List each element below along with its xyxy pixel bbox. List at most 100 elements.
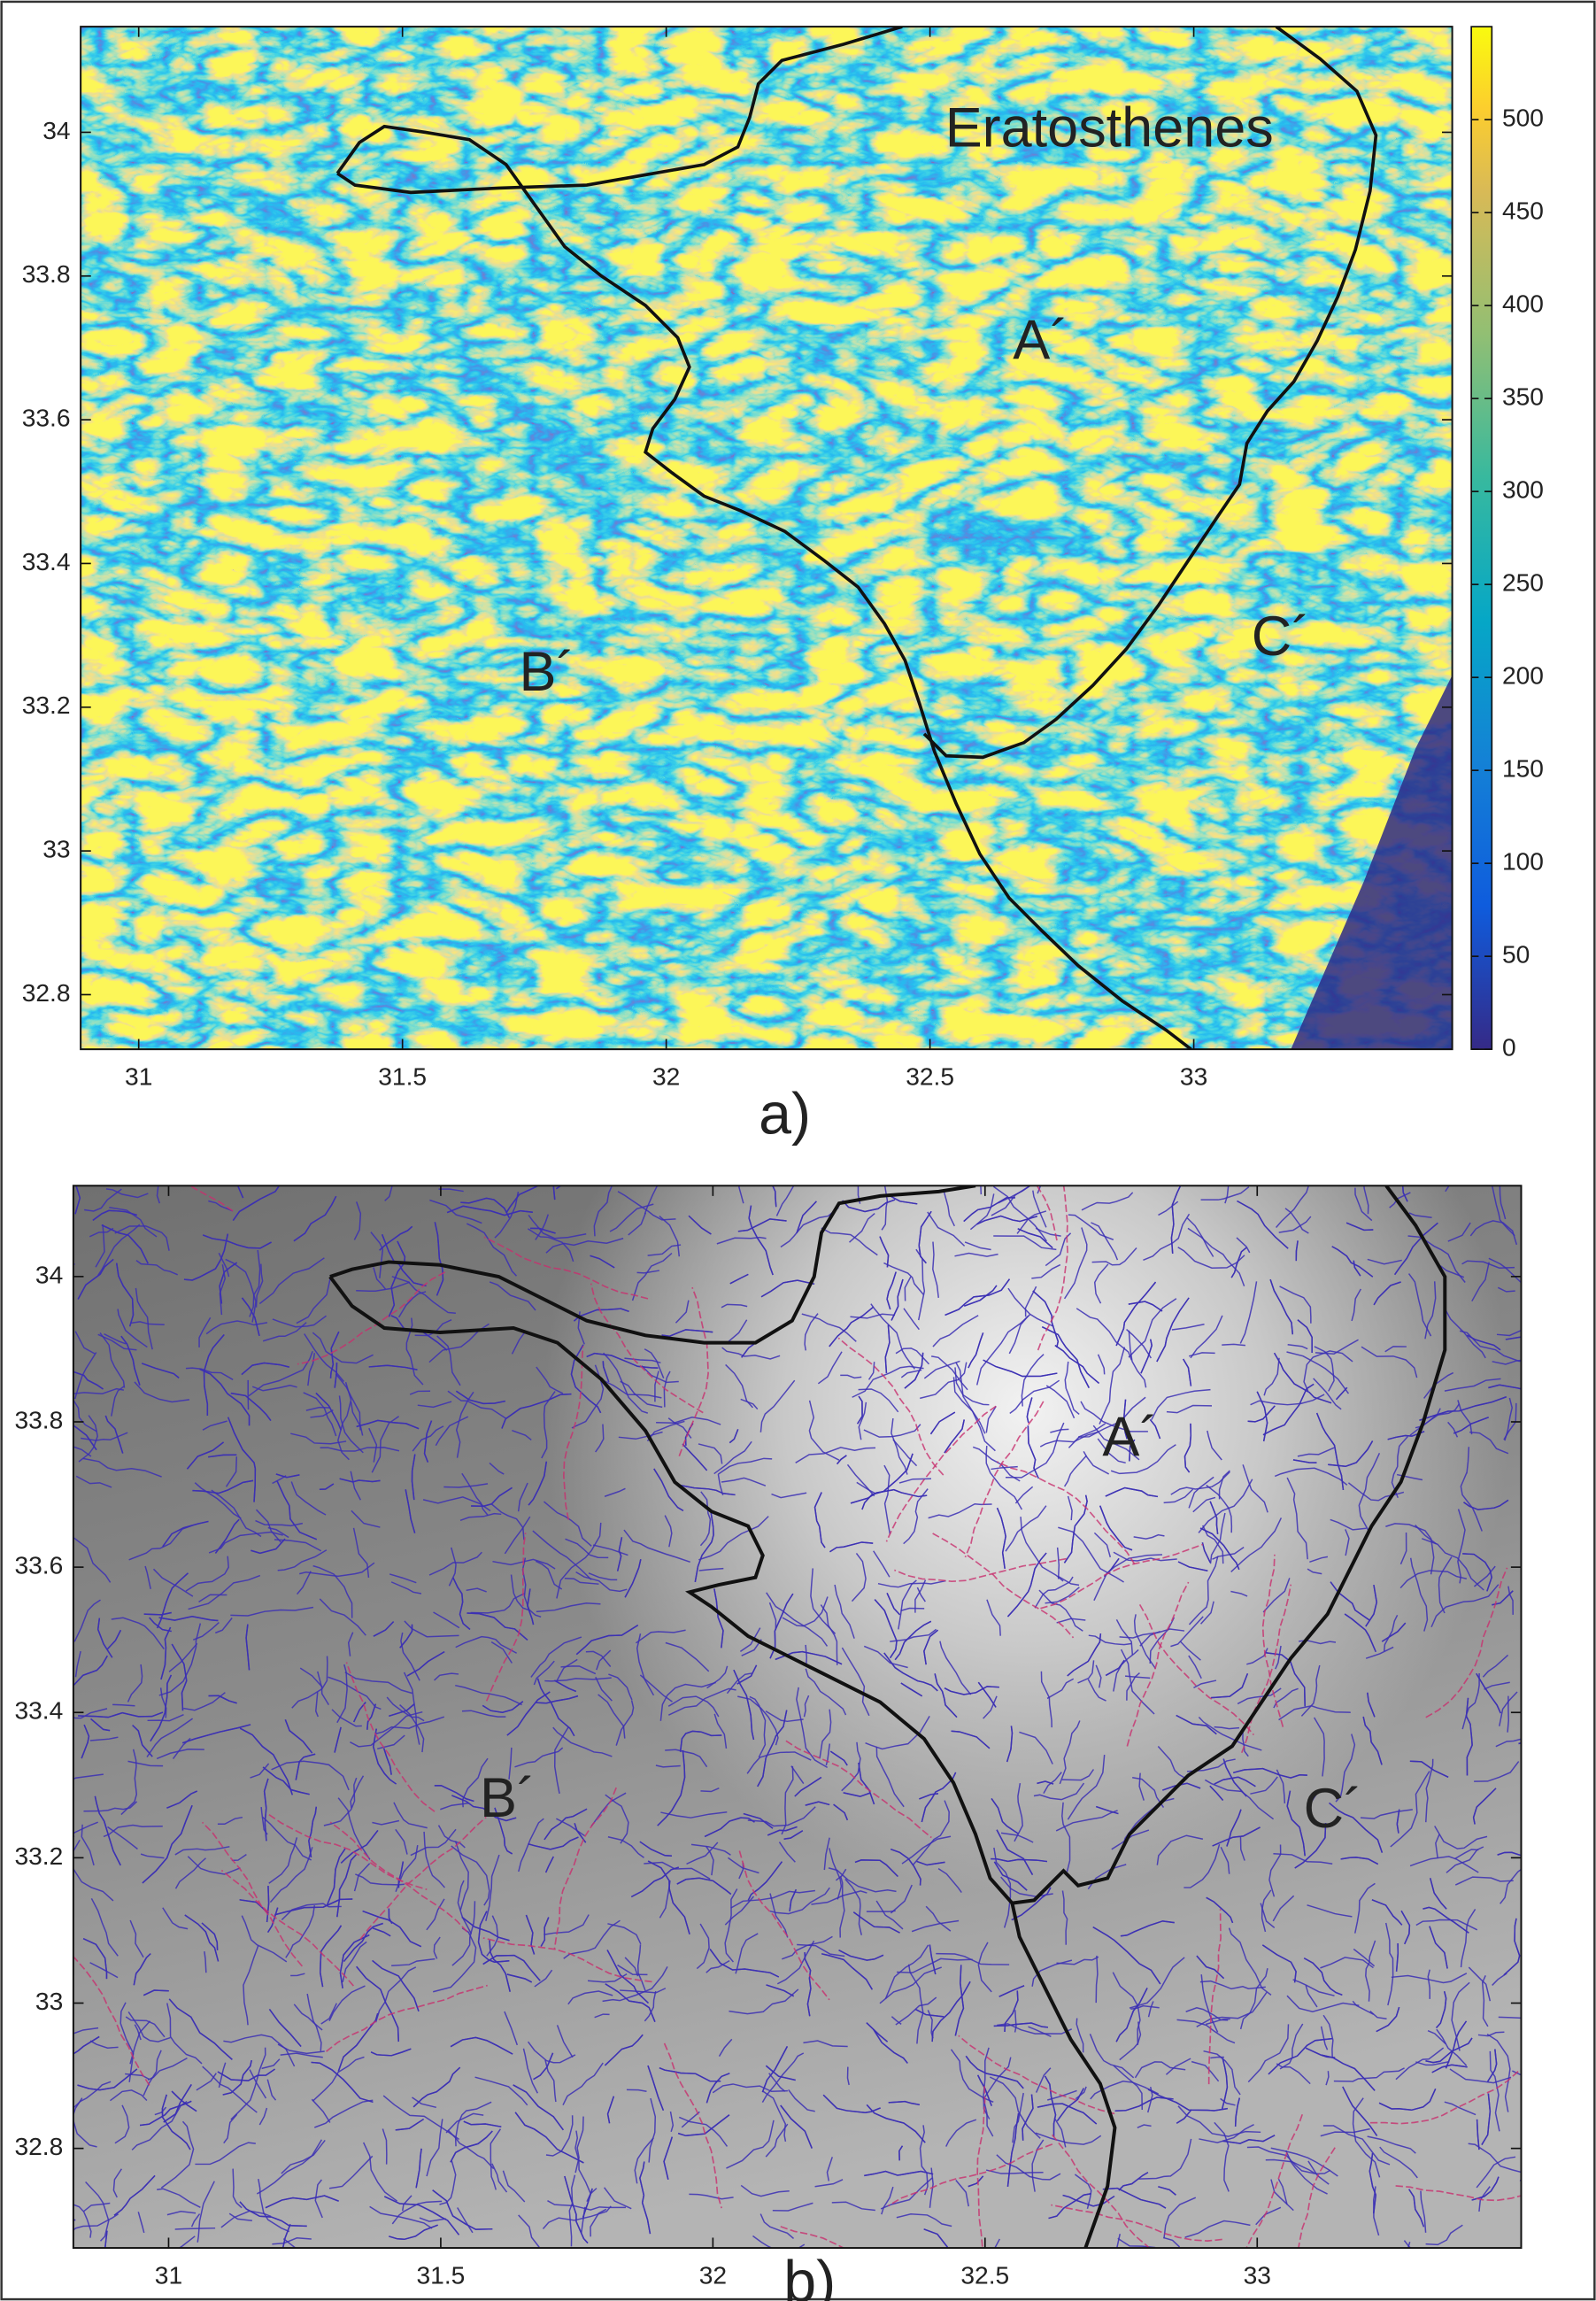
lineament: [373, 1267, 387, 1290]
lineament: [222, 2059, 252, 2096]
lineament: [730, 1889, 815, 1909]
lineament: [852, 1911, 900, 1934]
lineament: [895, 1347, 930, 1365]
lineament: [1014, 1486, 1034, 1504]
lineament: [368, 1364, 418, 1371]
lineament: [1430, 1878, 1447, 1910]
lineament: [944, 1419, 965, 1454]
lineament: [1230, 1517, 1283, 1572]
lineament: [1165, 2058, 1191, 2075]
lineament: [1409, 1856, 1479, 1873]
lineament: [891, 1418, 908, 1475]
lineament: [1474, 1761, 1520, 1782]
lineament: [1048, 2193, 1091, 2220]
lineament: [570, 1344, 602, 1414]
lineament: [262, 1322, 307, 1342]
lineament: [144, 1565, 151, 1589]
lineament: [448, 1547, 457, 1587]
lineament: [945, 2119, 977, 2147]
lineament: [928, 1502, 992, 1519]
lineament: [870, 1303, 916, 1370]
lineament: [1457, 1400, 1473, 1435]
lineament: [99, 1332, 126, 1388]
lineament: [1199, 2124, 1254, 2143]
lineament: [272, 2237, 312, 2245]
lineament: [419, 2217, 446, 2222]
lineament: [1265, 2158, 1331, 2175]
lineament: [451, 1845, 490, 1906]
lineament: [820, 1604, 838, 1665]
lineament: [1026, 1397, 1033, 1424]
lineament: [1068, 1214, 1114, 1240]
ridge-line: [1425, 1567, 1508, 1718]
lineament: [505, 1185, 539, 1214]
lineament: [1261, 1944, 1297, 1983]
colorbar-tick-label: 0: [1502, 1033, 1516, 1062]
lineament: [436, 1335, 461, 1386]
lineament: [1322, 2125, 1391, 2166]
lineament: [1099, 1347, 1126, 1425]
lineament: [1461, 1260, 1515, 1269]
lineament: [1466, 1447, 1470, 1474]
lineament: [721, 1477, 767, 1486]
lineament: [1465, 1697, 1473, 1776]
lineament: [113, 2174, 156, 2216]
lineament: [615, 1700, 635, 1746]
lineament: [1061, 1769, 1095, 1781]
lineament: [160, 1626, 172, 1680]
colorbar-tick-label: 300: [1502, 475, 1544, 504]
lineament: [998, 1185, 1032, 1204]
lineament: [1184, 1843, 1221, 1888]
lineament: [1279, 2023, 1304, 2070]
lineament: [426, 2119, 443, 2177]
lineament: [1367, 1258, 1402, 1265]
lineament: [271, 1760, 350, 1791]
lineament: [624, 1559, 642, 1598]
lineament: [304, 1333, 345, 1382]
lineament: [219, 1262, 238, 1304]
lineament: [73, 1773, 104, 1780]
lineament: [190, 2213, 201, 2228]
lineament: [372, 1959, 420, 2012]
lineament: [661, 1329, 713, 1338]
lineament: [1063, 1227, 1088, 1300]
x-tick-label: 31.5: [378, 1062, 427, 1091]
lineament: [743, 1812, 774, 1829]
lineament: [339, 1478, 381, 1483]
lineament: [372, 1927, 391, 1937]
lineament: [617, 1964, 648, 1976]
lineament: [268, 1837, 298, 1884]
lineament: [842, 1199, 896, 1213]
lineament: [1320, 2026, 1329, 2050]
lineament: [183, 1233, 229, 1281]
lineament: [78, 1711, 164, 1718]
lineament: [171, 1643, 188, 1711]
lineament: [914, 2008, 944, 2018]
lineament: [841, 1647, 870, 1717]
lineament: [1000, 1832, 1034, 1843]
lineament: [552, 1185, 556, 1201]
lineament: [593, 1185, 613, 1237]
ridge-line: [73, 1955, 150, 2086]
lineament: [405, 1489, 416, 1533]
lineament: [1445, 2020, 1468, 2069]
lineament: [1278, 1704, 1351, 1721]
lineament: [290, 1432, 347, 1445]
lineament: [1115, 1988, 1148, 2042]
lineament: [603, 2187, 632, 2210]
lineament: [334, 1726, 342, 1753]
lineament: [943, 1192, 955, 1227]
lineament: [426, 1898, 445, 1931]
lineament: [162, 1907, 189, 1930]
lineament: [168, 1642, 198, 1672]
lineament: [157, 2188, 201, 2208]
lineament: [955, 2180, 969, 2207]
lineament: [568, 2174, 576, 2247]
lineament: [634, 2137, 654, 2184]
lineament: [1394, 1222, 1438, 1276]
lineament: [266, 2079, 277, 2101]
lineament: [142, 1804, 193, 1884]
lineament: [765, 2123, 789, 2158]
lineament: [895, 1996, 937, 2026]
lineament: [338, 1395, 364, 1454]
